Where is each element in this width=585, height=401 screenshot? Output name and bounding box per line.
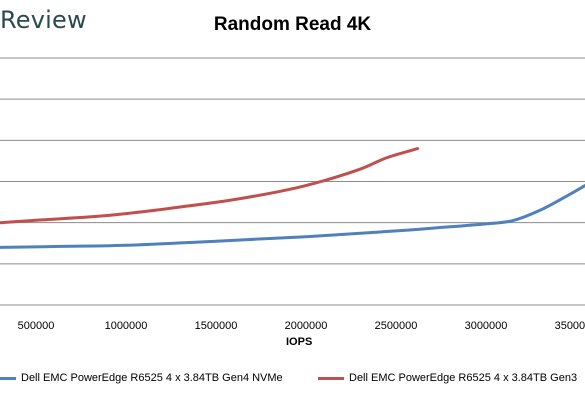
series-line-1 <box>0 184 585 249</box>
x-tick-label: 500000 <box>18 320 55 332</box>
legend-item-series-1: Dell EMC PowerEdge R6525 4 x 3.84TB Gen4… <box>0 372 283 384</box>
legend-item-series-2: Dell EMC PowerEdge R6525 4 x 3.84TB Gen3 <box>318 372 577 384</box>
chart-series <box>0 147 585 249</box>
x-tick-label: 3500000 <box>555 320 585 332</box>
legend-label-series-1: Dell EMC PowerEdge R6525 4 x 3.84TB Gen4… <box>21 372 283 384</box>
series-line-2 <box>0 147 420 225</box>
x-axis-ticks: 500000 1000000 1500000 2000000 2500000 300000… <box>18 320 585 332</box>
legend-label-series-2: Dell EMC PowerEdge R6525 4 x 3.84TB Gen3 <box>349 372 578 384</box>
brand-logo-text: Review <box>0 6 87 34</box>
x-axis-label: IOPS <box>286 336 313 348</box>
legend-swatch-series-2 <box>318 376 344 380</box>
x-tick-label: 1500000 <box>195 320 238 332</box>
chart-grid <box>0 57 585 306</box>
x-tick-label: 2500000 <box>375 320 418 332</box>
x-tick-label: 1000000 <box>105 320 148 332</box>
chart-title: Random Read 4K <box>213 14 372 35</box>
x-tick-label: 3000000 <box>465 320 508 332</box>
x-tick-label: 2000000 <box>285 320 328 332</box>
legend-swatch-series-1 <box>0 376 16 380</box>
